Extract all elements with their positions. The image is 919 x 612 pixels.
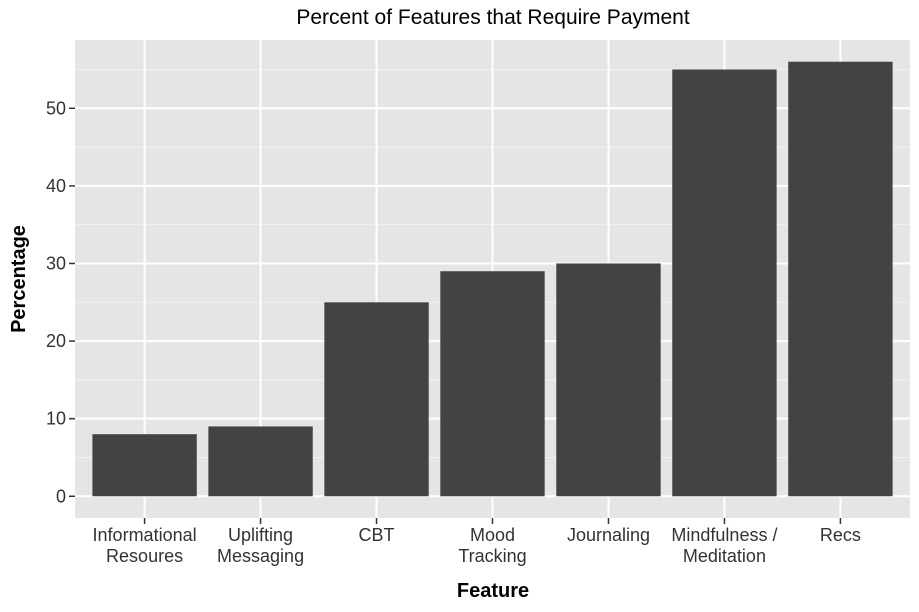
x-tick-label-line: Journaling [567,525,650,545]
bars [92,61,893,497]
y-tick-label: 30 [46,253,66,273]
x-tick-label-line: Uplifting [228,525,293,545]
y-tick-label: 20 [46,331,66,351]
y-axis: 0 10 20 30 40 50 [46,98,75,506]
x-tick-label: Mood Tracking [458,525,526,566]
bar [556,263,661,497]
bar [440,271,545,497]
x-tick-label-line: Mood [470,525,515,545]
x-tick-label: Journaling [567,525,650,545]
bar [208,426,313,497]
y-tick-label: 10 [46,409,66,429]
x-tick-label: CBT [359,525,395,545]
x-tick-label-line: Tracking [458,546,526,566]
x-tick-label-line: Mindfulness / [671,525,777,545]
y-axis-title: Percentage [8,225,30,333]
x-tick-label-line: Meditation [683,546,766,566]
bar [92,434,197,497]
x-tick-label: Mindfulness / Meditation [671,525,777,566]
x-axis-title: Feature [457,580,529,602]
y-tick-label: 50 [46,98,66,118]
x-axis: Informational Resoures Uplifting Messaging C… [93,518,861,566]
bar [324,302,429,497]
x-tick-label-line: Resoures [106,546,183,566]
x-tick-label: Informational Resoures [93,525,197,566]
y-tick-label: 0 [56,486,66,506]
chart-title: Percent of Features that Require Payment [296,6,690,29]
y-tick-label: 40 [46,176,66,196]
x-tick-label-line: Informational [93,525,197,545]
x-tick-label-line: CBT [359,525,395,545]
bar [672,69,777,497]
x-tick-label: Uplifting Messaging [217,525,304,566]
x-tick-label-line: Messaging [217,546,304,566]
x-tick-label-line: Recs [820,525,861,545]
x-tick-label: Recs [820,525,861,545]
bar [788,61,893,497]
